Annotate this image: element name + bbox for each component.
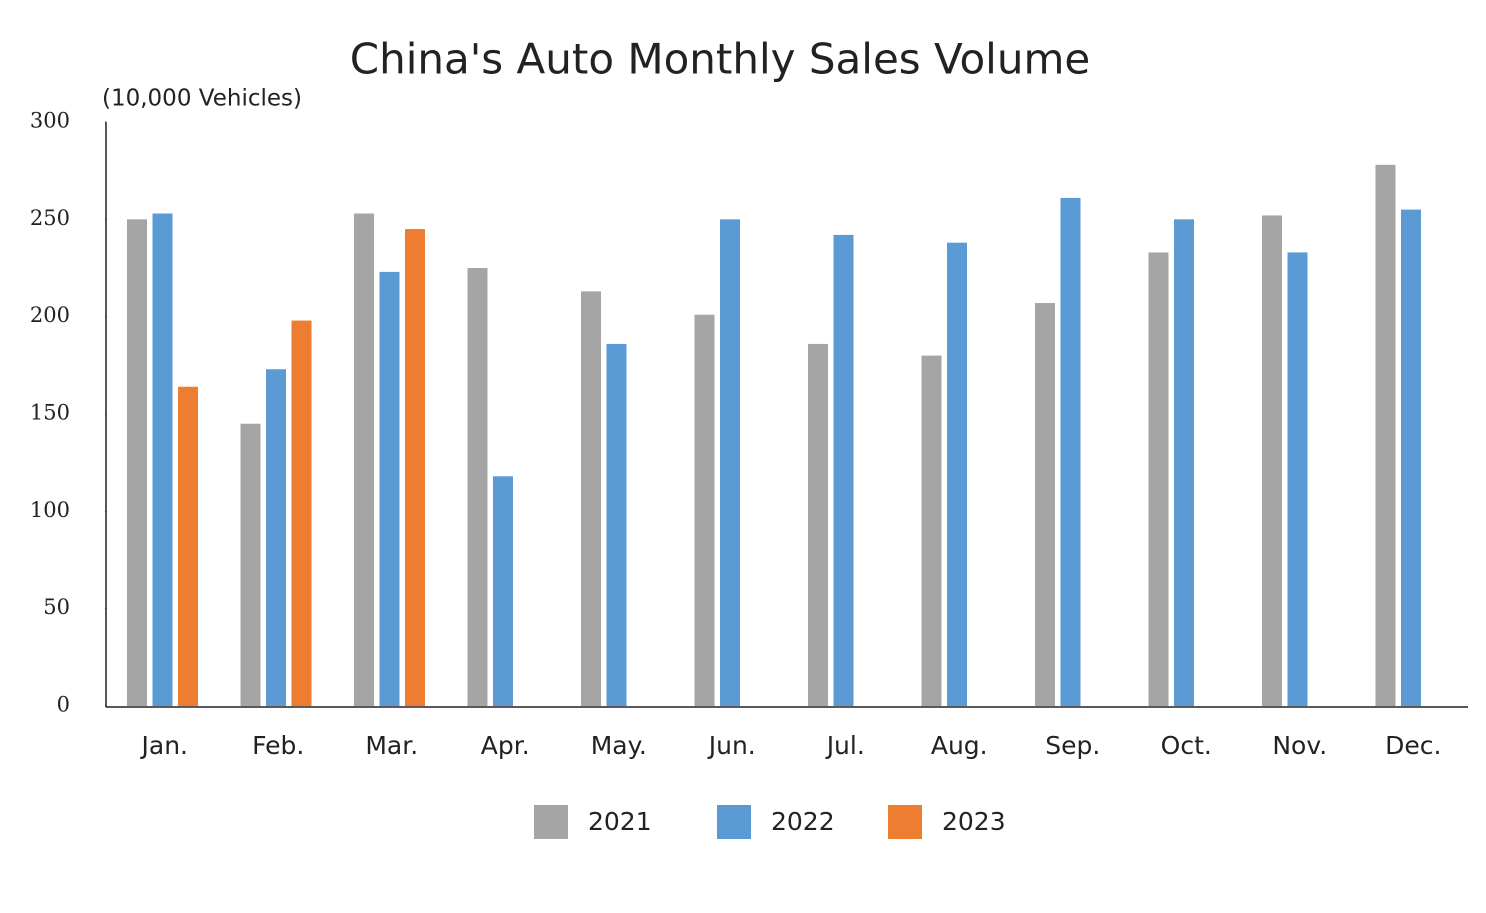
x-tick-label: Sep.: [1045, 731, 1100, 760]
x-tick-label: Nov.: [1272, 731, 1327, 760]
bar: [127, 219, 147, 707]
x-tick-label: Mar.: [365, 731, 418, 760]
x-tick-label: Jul.: [825, 731, 865, 760]
y-tick-label: 100: [30, 498, 70, 522]
bar: [808, 343, 828, 706]
bar: [833, 234, 854, 706]
y-tick-label: 150: [30, 401, 70, 425]
x-tick-label: Jun.: [707, 731, 756, 760]
legend-swatch: [534, 805, 568, 839]
legend-swatch: [888, 805, 922, 839]
bar: [379, 271, 400, 706]
x-tick-label: Feb.: [252, 731, 304, 760]
bar: [1375, 164, 1396, 706]
bar: [467, 268, 488, 706]
x-tick-label: Jan.: [140, 731, 188, 760]
bar: [178, 386, 198, 706]
bar: [152, 213, 173, 706]
bar: [1262, 215, 1282, 706]
legend-label: 2021: [588, 807, 652, 836]
bar: [606, 343, 627, 706]
x-tick-label: Aug.: [931, 731, 988, 760]
y-tick-label: 200: [30, 303, 70, 327]
bar: [240, 423, 261, 706]
bar: [1174, 219, 1194, 707]
bar: [1060, 197, 1081, 707]
x-tick-label: Apr.: [481, 731, 530, 760]
bar: [354, 213, 374, 706]
bar: [921, 355, 942, 706]
x-tick-label: May.: [591, 731, 647, 760]
y-tick-label: 300: [30, 109, 70, 133]
y-tick-label: 50: [43, 595, 70, 619]
chart-title: China's Auto Monthly Sales Volume: [350, 35, 1090, 84]
y-tick-label: 0: [57, 693, 70, 717]
bar: [720, 219, 740, 707]
bar: [291, 320, 312, 706]
bar: [1035, 303, 1055, 706]
bar: [1287, 252, 1308, 706]
bar: [581, 291, 601, 706]
bar: [493, 476, 513, 706]
y-tick-label: 250: [30, 206, 70, 230]
legend-label: 2022: [771, 807, 835, 836]
bar: [947, 242, 967, 706]
bar: [1401, 209, 1421, 706]
x-tick-label: Oct.: [1161, 731, 1212, 760]
legend-swatch: [717, 805, 751, 839]
bar: [1148, 252, 1169, 706]
y-axis-label: (10,000 Vehicles): [102, 86, 302, 112]
bar: [266, 369, 286, 706]
bar: [694, 314, 715, 706]
bar: [405, 229, 425, 707]
legend-label: 2023: [942, 807, 1006, 836]
x-tick-label: Dec.: [1385, 731, 1441, 760]
